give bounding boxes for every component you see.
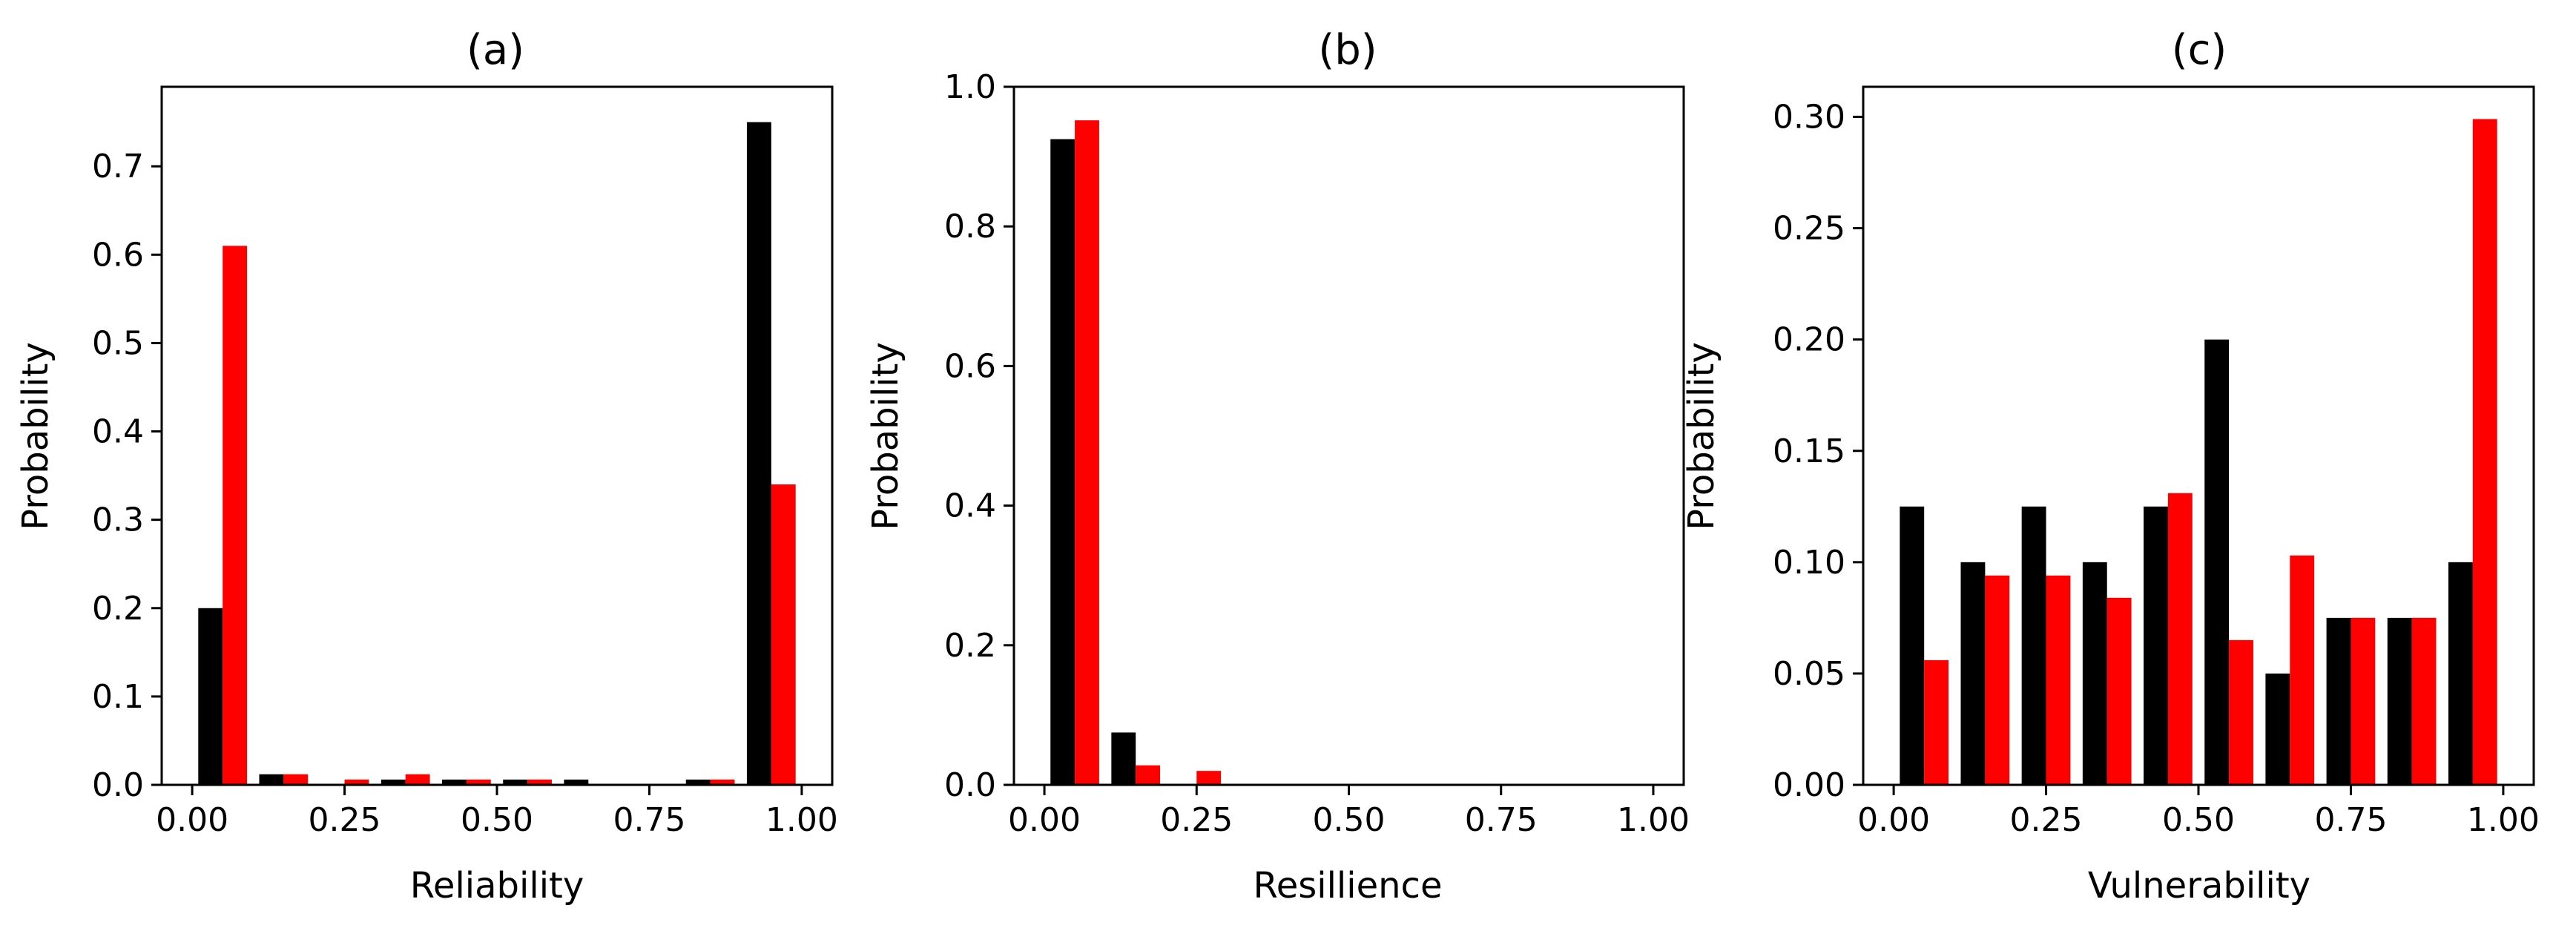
y-tick-label-b-0: 0.0 (944, 766, 996, 804)
y-tick-label-b-1: 0.2 (944, 627, 996, 665)
bar-c-s0-bin0 (1900, 506, 1925, 785)
axes-frame-b (1012, 85, 1685, 786)
bar-a-s0-bin4 (442, 779, 467, 785)
x-tick-label-b-1: 0.25 (1160, 801, 1233, 839)
x-tick-label-a-3: 0.75 (613, 801, 685, 839)
axes-frame-a (160, 85, 834, 786)
ticks-b: 0.00 0.25 0.50 0.75 1.00 0.0 0.2 0.4 0.6 0.8 1.0 (944, 68, 1690, 839)
y-tick-label-b-3: 0.6 (944, 347, 996, 385)
x-tick-label-b-3: 0.75 (1465, 801, 1538, 839)
bar-a-s0-bin6 (564, 779, 589, 785)
x-tick-label-a-1: 0.25 (309, 801, 381, 839)
bar-a-s0-bin9 (746, 122, 771, 785)
y-tick-label-c-6: 0.30 (1773, 99, 1845, 136)
y-tick-label-c-4: 0.20 (1773, 321, 1845, 359)
x-axis-label-c: Vulnerability (2088, 865, 2310, 907)
x-tick-label-b-2: 0.50 (1313, 801, 1386, 839)
bar-a-s1-bin1 (283, 774, 309, 785)
bar-a-s1-bin2 (344, 779, 369, 785)
bar-a-s0-bin8 (685, 779, 711, 785)
axes-frame-c (1862, 85, 2535, 786)
bar-b-s1-bin2 (1196, 771, 1222, 785)
bar-b-s1-bin1 (1136, 765, 1161, 785)
bar-a-s0-bin5 (503, 779, 528, 785)
bar-c-s0-bin3 (2082, 562, 2107, 785)
bar-c-s1-bin6 (2290, 555, 2315, 785)
bars-a (198, 122, 796, 786)
bar-a-s1-bin0 (223, 246, 248, 786)
bar-b-s0-bin1 (1111, 732, 1136, 785)
ticks-c: 0.00 0.25 0.50 0.75 1.00 0.00 0.05 0.10 0.15 0.20… (1773, 99, 2540, 839)
bar-b-s1-bin0 (1075, 120, 1099, 786)
bar-c-s0-bin5 (2204, 339, 2230, 785)
y-tick-label-c-5: 0.25 (1773, 210, 1845, 248)
bar-c-s0-bin7 (2326, 617, 2351, 785)
panel-c: (c) 0.00 0.25 0.50 0.75 1.00 0.00 0.05 0.10 0.15… (1681, 26, 2540, 907)
ticks-a: 0.00 0.25 0.50 0.75 1.00 0.0 0.1 0.2 0.3 0.4 0.5 0.… (92, 148, 838, 839)
x-tick-label-a-0: 0.00 (156, 801, 228, 839)
x-tick-label-c-3: 0.75 (2314, 801, 2387, 839)
bar-b-s0-bin0 (1050, 139, 1075, 785)
y-tick-label-c-1: 0.05 (1773, 655, 1845, 693)
x-tick-label-c-0: 0.00 (1857, 801, 1930, 839)
y-tick-label-b-5: 1.0 (944, 68, 996, 106)
bar-c-s0-bin9 (2448, 562, 2473, 785)
y-tick-label-a-2: 0.2 (92, 590, 144, 628)
y-axis-label-b: Probability (865, 342, 906, 530)
y-tick-label-b-4: 0.8 (944, 208, 996, 246)
panel-title-a: (a) (467, 26, 524, 74)
panel-title-b: (b) (1318, 26, 1377, 74)
y-axis-label-c: Probability (1681, 342, 1722, 530)
bar-c-s1-bin3 (2106, 597, 2132, 785)
y-tick-label-a-5: 0.5 (92, 324, 144, 362)
bar-c-s1-bin2 (2046, 575, 2071, 785)
y-tick-label-a-1: 0.1 (92, 678, 144, 716)
panel-b: (b) 0.00 0.25 0.50 0.75 1.00 0.0 0.2 0.4 0.6 0.8 1… (865, 26, 1690, 907)
y-tick-label-a-4: 0.4 (92, 413, 144, 451)
bar-c-s0-bin6 (2265, 673, 2290, 785)
panel-a: (a) 0.00 0.25 0.50 0.75 1.000.00.10.20.30.40… (15, 26, 838, 907)
x-tick-label-b-4: 1.00 (1617, 801, 1690, 839)
bar-a-s1-bin5 (527, 779, 552, 785)
bar-c-s1-bin0 (1924, 659, 1949, 785)
bar-c-s1-bin7 (2351, 617, 2376, 785)
bar-c-s0-bin8 (2387, 617, 2412, 785)
y-tick-label-a-6: 0.6 (92, 236, 144, 274)
bar-a-s0-bin0 (198, 608, 223, 785)
x-axis-label-b: Resillience (1254, 865, 1443, 907)
y-axis-label-a: Probability (15, 342, 56, 530)
y-tick-label-c-3: 0.15 (1773, 432, 1845, 470)
x-tick-label-a-4: 1.00 (765, 801, 838, 839)
panel-title-c: (c) (2172, 26, 2227, 74)
x-tick-label-c-2: 0.50 (2162, 801, 2235, 839)
bar-c-s1-bin4 (2167, 493, 2193, 785)
bar-a-s1-bin8 (710, 779, 735, 785)
y-tick-label-a-7: 0.7 (92, 148, 144, 185)
bar-c-s0-bin2 (2021, 506, 2046, 785)
bar-c-s1-bin8 (2411, 617, 2437, 785)
y-tick-label-a-0: 0.0 (92, 766, 144, 804)
bar-c-s0-bin1 (1960, 562, 1986, 785)
bar-c-s0-bin4 (2144, 506, 2168, 785)
bar-a-s1-bin3 (405, 774, 430, 785)
bars-c (1900, 119, 2497, 785)
bar-a-s0-bin1 (259, 774, 284, 785)
bar-a-s0-bin3 (381, 779, 406, 785)
bar-a-s1-bin4 (466, 779, 491, 785)
x-tick-label-b-0: 0.00 (1008, 801, 1081, 839)
x-tick-label-c-1: 0.25 (2010, 801, 2083, 839)
x-axis-label-a: Reliability (410, 865, 584, 907)
x-tick-label-a-2: 0.50 (461, 801, 533, 839)
y-tick-label-c-0: 0.00 (1773, 766, 1845, 804)
bar-a-s1-bin9 (771, 484, 796, 785)
bar-c-s1-bin5 (2229, 639, 2253, 785)
bar-c-s1-bin1 (1985, 575, 2010, 785)
y-tick-label-a-3: 0.3 (92, 501, 144, 539)
y-tick-label-b-2: 0.4 (944, 487, 996, 525)
y-tick-label-c-2: 0.10 (1773, 544, 1845, 582)
bars-b (1050, 120, 1222, 786)
bar-c-s1-bin9 (2472, 119, 2497, 785)
x-tick-label-c-4: 1.00 (2467, 801, 2540, 839)
